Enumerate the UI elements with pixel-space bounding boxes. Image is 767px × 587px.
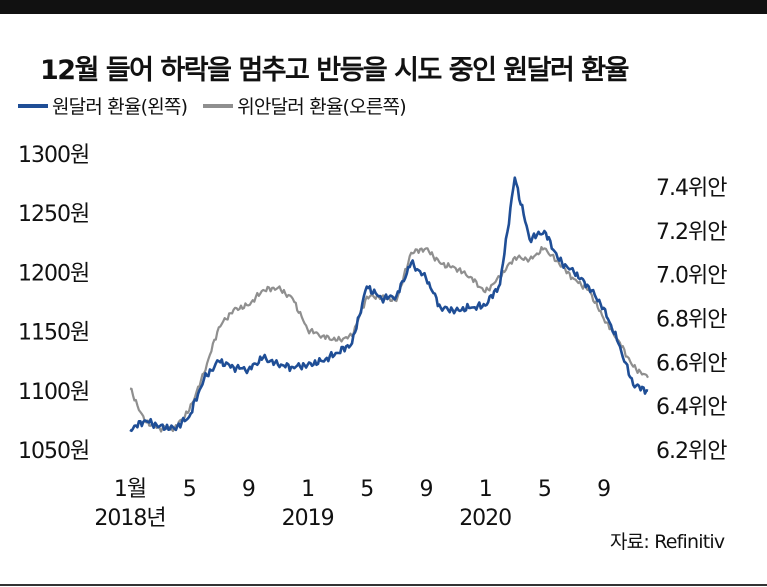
x-tick-label: 9 xyxy=(242,477,255,502)
x-year-label: 2020 xyxy=(459,506,511,531)
series-line-cny xyxy=(129,246,649,433)
y-right-tick-label: 7.0위안 xyxy=(656,264,727,289)
y-left-tick-label: 1300원 xyxy=(18,143,89,168)
top-bar xyxy=(0,0,767,14)
y-left-tick-label: 1200원 xyxy=(18,261,89,286)
y-right-tick-label: 7.4위안 xyxy=(656,176,727,201)
x-tick-label: 1 xyxy=(301,477,314,502)
y-right-tick-label: 6.6위안 xyxy=(656,351,727,376)
x-year-label: 2019 xyxy=(282,506,334,531)
y-left-tick-label: 1250원 xyxy=(18,202,89,227)
x-tick-label: 9 xyxy=(420,477,433,502)
x-tick-label: 1월 xyxy=(114,477,146,502)
x-tick-label: 1 xyxy=(479,477,492,502)
x-tick-label: 9 xyxy=(597,477,610,502)
x-tick-label: 5 xyxy=(183,477,196,502)
legend: 원달러 환율(왼쪽) 위안달러 환율(오른쪽) xyxy=(18,92,422,119)
legend-item-cny: 위안달러 환율(오른쪽) xyxy=(203,92,407,119)
y-right-tick-label: 7.2위안 xyxy=(656,220,727,245)
y-right-tick-label: 6.2위안 xyxy=(656,439,727,464)
legend-swatch-cny xyxy=(203,103,234,108)
legend-swatch-krw xyxy=(18,103,48,108)
x-tick-label: 5 xyxy=(538,477,551,502)
source-note: 자료: Refinitiv xyxy=(610,531,725,553)
y-left-tick-label: 1050원 xyxy=(18,439,89,464)
bottom-rule xyxy=(0,584,767,586)
y-left-tick-label: 1100원 xyxy=(18,380,89,405)
legend-item-krw: 원달러 환율(왼쪽) xyxy=(18,92,188,119)
x-year-label: 2018년 xyxy=(94,506,165,531)
y-left-tick-label: 1150원 xyxy=(18,321,89,346)
series-line-krw xyxy=(129,176,649,433)
chart-title: 12월 들어 하락을 멈추고 반등을 시도 중인 원달러 환율 xyxy=(40,55,629,86)
x-tick-label: 5 xyxy=(360,477,373,502)
legend-label-cny: 위안달러 환율(오른쪽) xyxy=(237,96,406,118)
legend-label-krw: 원달러 환율(왼쪽) xyxy=(52,96,188,118)
y-right-tick-label: 6.8위안 xyxy=(656,308,727,333)
y-right-tick-label: 6.4위안 xyxy=(656,395,727,420)
